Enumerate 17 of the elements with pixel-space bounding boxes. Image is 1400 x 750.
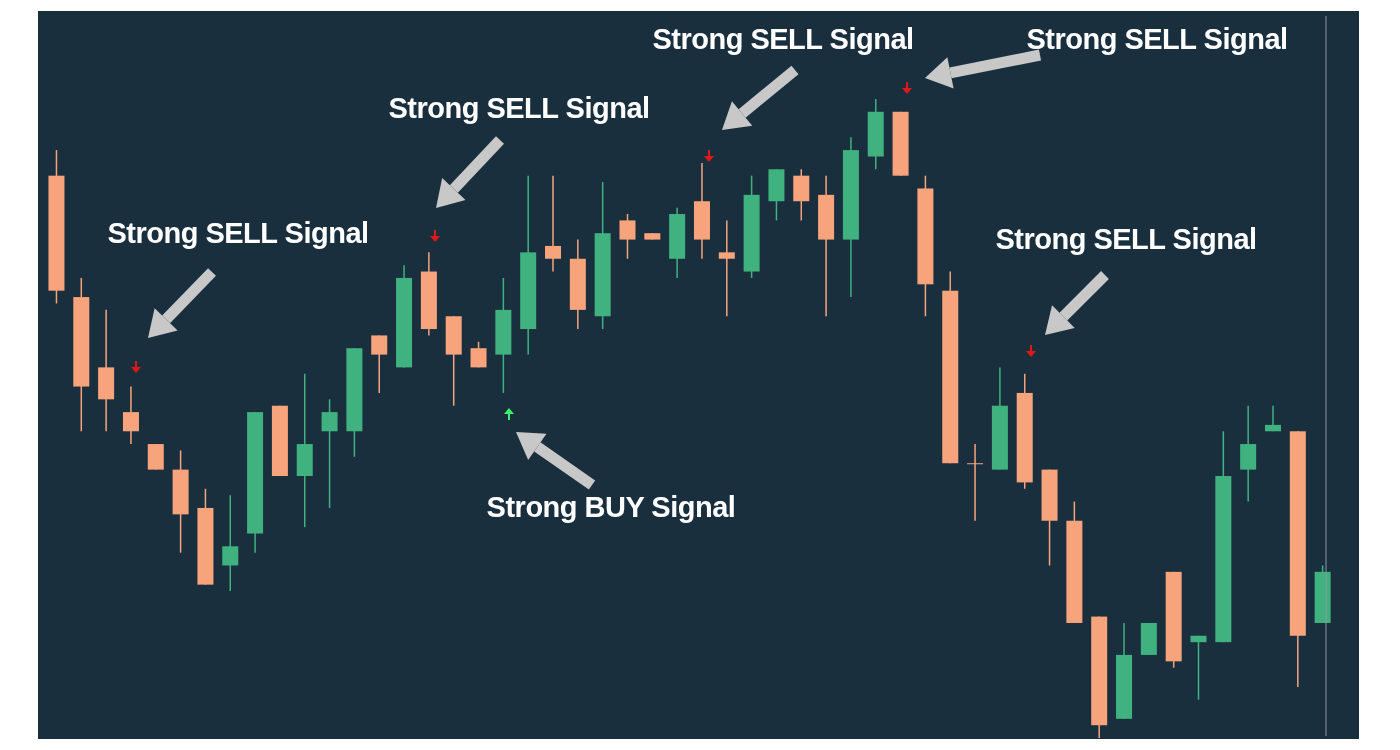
candlestick: [122, 385, 139, 445]
candlestick: [718, 219, 735, 318]
candlestick: [619, 213, 636, 260]
candlestick: [321, 398, 338, 509]
candlestick: [545, 174, 562, 273]
text: Strong SELL Signal: [1025, 23, 1289, 56]
annotation: Strong BUY Signal: [485, 491, 737, 524]
candlestick: [1264, 404, 1281, 433]
candlestick: [470, 341, 487, 369]
text: Strong SELL Signal: [651, 23, 915, 56]
candlestick: [371, 334, 388, 394]
annotation: Strong SELL Signal: [994, 223, 1258, 256]
candlestick: [967, 443, 984, 522]
candlestick: [222, 494, 239, 592]
annotation: Strong SELL Signal: [106, 217, 370, 250]
annotation: Strong SELL Signal: [387, 92, 651, 125]
candlestick: [1190, 635, 1207, 701]
